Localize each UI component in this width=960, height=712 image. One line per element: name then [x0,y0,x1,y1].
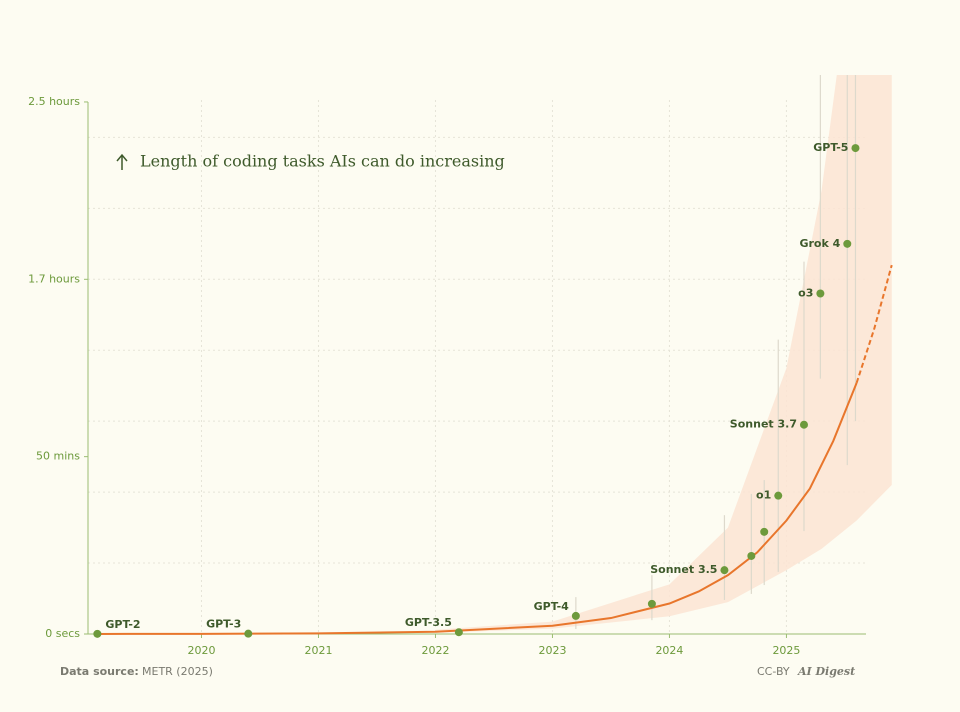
point-label: o3 [798,286,813,299]
confidence-band [435,75,892,633]
source-label: Data source: [60,665,139,678]
x-tick-label: 2021 [304,644,332,657]
x-tick-label: 2022 [421,644,449,657]
point-label: GPT-5 [813,141,848,154]
brand: AI Digest [797,665,855,678]
data-point [843,239,852,248]
data-point [571,611,580,620]
data-point [647,599,656,608]
point-label: GPT-4 [534,600,570,613]
x-tick-label: 2024 [655,644,683,657]
data-point [774,491,783,500]
trend-line [96,382,858,635]
x-tick-label: 2025 [772,644,800,657]
y-tick-label: 2.5 hours [28,95,80,108]
data-point [851,144,860,153]
point-label: GPT-3 [206,618,241,631]
data-point [760,527,769,536]
point-label: o1 [756,489,771,502]
chart-title: Length of coding tasks AIs can do increa… [140,152,505,171]
x-tick-label: 2020 [187,644,215,657]
point-label: Sonnet 3.5 [650,563,717,576]
point-label: Grok 4 [799,237,840,250]
data-point [720,566,729,575]
data-point [454,628,463,637]
point-label: GPT-2 [105,618,140,631]
point-label: GPT-3.5 [405,616,452,629]
arrow-icon [116,153,128,170]
y-tick-label: 0 secs [45,627,80,640]
source: METR (2025) [142,665,213,678]
data-point [244,629,253,638]
y-tick-label: 50 mins [36,450,80,463]
data-point [799,420,808,429]
data-point [93,629,102,638]
data-point [747,551,756,560]
y-tick-label: 1.7 hours [28,272,80,285]
x-tick-label: 2023 [538,644,566,657]
trend-line [855,264,893,384]
license: CC-BY [757,665,790,678]
data-point [816,289,825,298]
point-label: Sonnet 3.7 [730,418,797,431]
